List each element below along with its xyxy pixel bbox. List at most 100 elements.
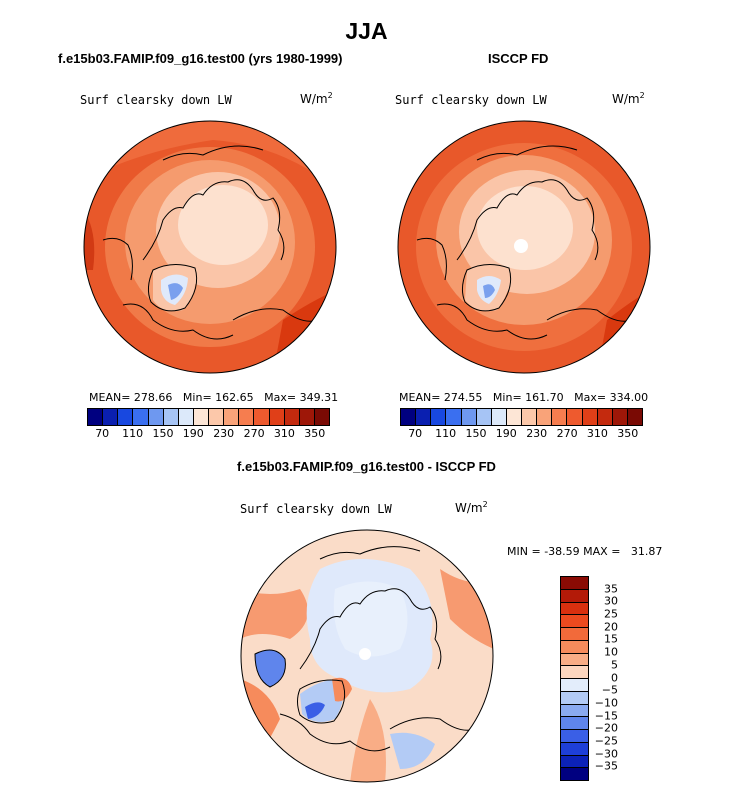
model-colorbar-tick: 110: [122, 427, 144, 440]
colorbar-swatch: [239, 409, 255, 425]
obs-units-label: W/m2: [612, 91, 645, 106]
obs-colorbar-tick: 230: [526, 427, 548, 440]
colorbar-swatch: [561, 679, 588, 692]
diff-colorbar-tick: −25: [594, 734, 618, 748]
colorbar-swatch: [537, 409, 553, 425]
colorbar-swatch: [178, 409, 194, 425]
colorbar-swatch: [561, 768, 588, 780]
diff-stats: MIN = -38.59 MAX = 31.87: [507, 545, 663, 558]
obs-colorbar-ticks: 70 110 150 190 230 270 310 350: [400, 427, 643, 441]
diff-colorbar-tick: 15: [604, 632, 618, 646]
colorbar-swatch: [561, 589, 588, 603]
model-colorbar-tick: 310: [273, 427, 295, 440]
colorbar-swatch: [224, 409, 240, 425]
model-colorbar: [87, 408, 330, 426]
colorbar-swatch: [193, 409, 209, 425]
diff-colorbar-tick: −15: [594, 709, 618, 723]
model-colorbar-tick: 190: [182, 427, 204, 440]
diff-variable-label: Surf clearsky down LW: [240, 502, 392, 516]
diff-units-label: W/m2: [455, 500, 488, 515]
model-colorbar-tick: 70: [95, 427, 110, 440]
colorbar-swatch: [561, 602, 588, 616]
colorbar-swatch: [561, 666, 588, 679]
colorbar-swatch: [506, 409, 522, 425]
diff-colorbar-tick: −35: [594, 759, 618, 773]
obs-colorbar-tick: 70: [408, 427, 423, 440]
colorbar-swatch: [561, 640, 588, 654]
colorbar-swatch: [269, 409, 285, 425]
model-colorbar-tick: 150: [152, 427, 174, 440]
diff-title: f.e15b03.FAMIP.f09_g16.test00 - ISCCP FD: [237, 459, 496, 474]
model-colorbar-tick: 350: [304, 427, 326, 440]
model-colorbar-tick: 270: [243, 427, 265, 440]
obs-colorbar-tick: 270: [556, 427, 578, 440]
diff-colorbar-tick: 30: [604, 594, 618, 608]
colorbar-swatch: [561, 730, 588, 743]
obs-variable-label: Surf clearsky down LW: [395, 93, 547, 107]
colorbar-swatch: [446, 409, 462, 425]
colorbar-swatch: [522, 409, 538, 425]
model-variable-label: Surf clearsky down LW: [80, 93, 232, 107]
colorbar-swatch: [561, 653, 588, 667]
obs-stats: MEAN= 274.55 Min= 161.70 Max= 334.00: [399, 391, 649, 404]
obs-colorbar-tick: 350: [617, 427, 639, 440]
colorbar-swatch: [118, 409, 134, 425]
colorbar-swatch: [567, 409, 583, 425]
obs-colorbar: [400, 408, 643, 426]
colorbar-swatch: [561, 628, 588, 641]
colorbar-swatch: [103, 409, 119, 425]
colorbar-swatch: [561, 577, 588, 590]
model-colorbar-tick: 230: [213, 427, 235, 440]
colorbar-swatch: [561, 717, 588, 730]
obs-colorbar-tick: 150: [465, 427, 487, 440]
colorbar-swatch: [491, 409, 507, 425]
colorbar-swatch: [552, 409, 568, 425]
model-polar-map: [83, 120, 337, 374]
colorbar-swatch: [612, 409, 628, 425]
obs-case-title: ISCCP FD: [488, 51, 549, 66]
diff-colorbar-tick: 10: [604, 645, 618, 659]
diff-colorbar-tick: −20: [594, 721, 618, 735]
diff-colorbar-ticks: 35 30 25 20 15 10 5 0 −5 −10 −15 −20 −25…: [588, 576, 618, 781]
obs-colorbar-tick: 310: [586, 427, 608, 440]
colorbar-swatch: [561, 742, 588, 756]
colorbar-swatch: [299, 409, 315, 425]
diff-colorbar-tick: 0: [611, 671, 618, 684]
diff-colorbar-tick: 35: [604, 582, 618, 596]
colorbar-swatch: [133, 409, 149, 425]
colorbar-swatch: [401, 409, 417, 425]
colorbar-swatch: [597, 409, 613, 425]
colorbar-swatch: [476, 409, 492, 425]
season-title: JJA: [345, 18, 388, 44]
model-case-title: f.e15b03.FAMIP.f09_g16.test00 (yrs 1980-…: [58, 51, 343, 66]
model-stats: MEAN= 278.66 Min= 162.65 Max= 349.31: [89, 391, 339, 404]
colorbar-swatch: [163, 409, 179, 425]
colorbar-swatch: [431, 409, 447, 425]
colorbar-swatch: [88, 409, 104, 425]
diff-polar-map: [240, 529, 494, 783]
colorbar-swatch: [561, 615, 588, 628]
colorbar-swatch: [461, 409, 477, 425]
colorbar-swatch: [561, 704, 588, 718]
colorbar-swatch: [416, 409, 432, 425]
colorbar-swatch: [209, 409, 225, 425]
obs-colorbar-tick: 190: [495, 427, 517, 440]
diff-colorbar-tick: 5: [611, 658, 618, 672]
obs-polar-map: [397, 120, 651, 374]
colorbar-swatch: [148, 409, 164, 425]
obs-colorbar-tick: 110: [435, 427, 457, 440]
colorbar-swatch: [314, 409, 329, 425]
colorbar-swatch: [627, 409, 642, 425]
diff-colorbar-tick: −30: [594, 747, 618, 761]
colorbar-swatch: [561, 755, 588, 769]
model-colorbar-ticks: 70 110 150 190 230 270 310 350: [87, 427, 330, 441]
colorbar-swatch: [284, 409, 300, 425]
colorbar-swatch: [254, 409, 270, 425]
diff-colorbar-tick: 25: [604, 607, 618, 621]
diff-colorbar-tick: −5: [601, 683, 618, 697]
colorbar-swatch: [561, 691, 588, 705]
model-units-label: W/m2: [300, 91, 333, 106]
diff-colorbar: [560, 576, 589, 781]
diff-colorbar-tick: −10: [594, 696, 618, 710]
colorbar-swatch: [582, 409, 598, 425]
